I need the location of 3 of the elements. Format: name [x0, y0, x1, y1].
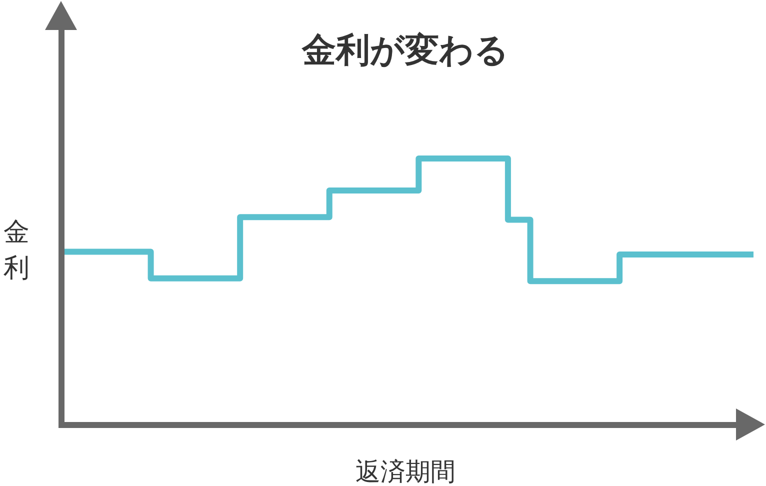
chart-title: 金利が変わる	[301, 30, 509, 70]
x-axis-title: 返済期間	[356, 457, 456, 486]
y-axis-title: 金利	[4, 218, 30, 284]
